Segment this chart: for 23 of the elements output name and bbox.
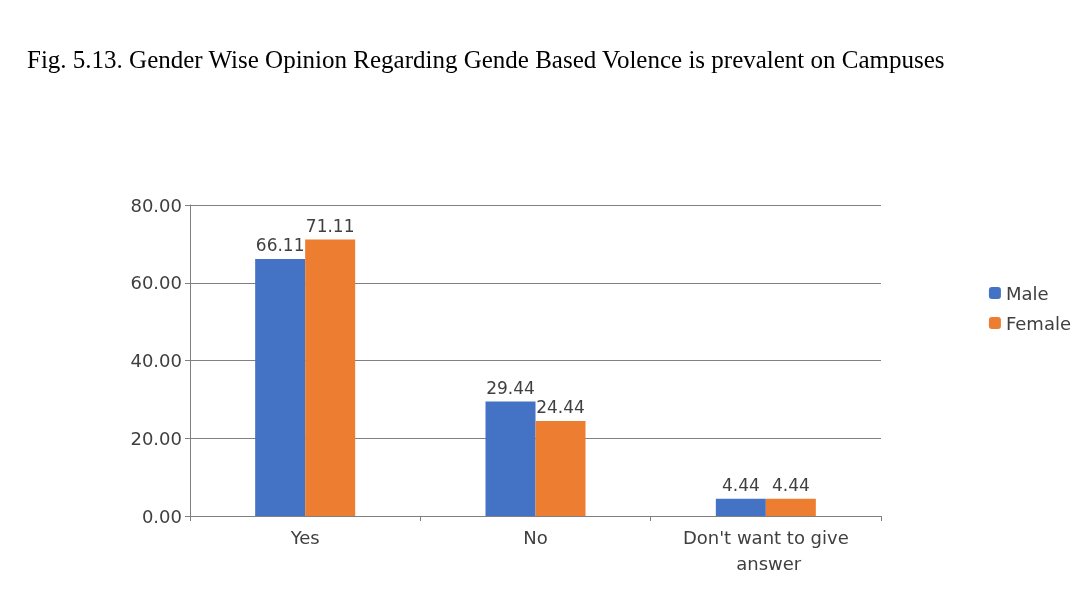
- data-label: 24.44: [536, 397, 585, 418]
- legend-label: Male: [1005, 282, 1049, 304]
- bar: [535, 420, 586, 516]
- y-tick-label: 0.00: [141, 505, 182, 527]
- x-tick-label: Don't want to give answer: [682, 526, 849, 574]
- y-tick-label: 60.00: [130, 272, 182, 294]
- y-tick-label: 40.00: [130, 350, 182, 371]
- data-label: 71.11: [305, 216, 355, 237]
- x-tick-label: Yes: [289, 526, 320, 548]
- data-label: 66.11: [255, 235, 305, 256]
- x-tick-label: No: [523, 526, 548, 548]
- data-label: 4.44: [721, 475, 760, 496]
- bar: [765, 498, 816, 516]
- legend-label: Female: [1005, 312, 1072, 334]
- y-tick-label: 20.00: [130, 427, 182, 449]
- bar: [305, 239, 356, 516]
- y-tick-label: 80.00: [130, 194, 182, 216]
- data-label: 29.44: [486, 378, 535, 399]
- chart-title: Fig. 5.13. Gender Wise Opinion Regarding Gende Based Volence is prevalent on Campuses: [27, 45, 945, 73]
- bar: [715, 498, 766, 516]
- data-label: 4.44: [771, 475, 810, 496]
- bar: [485, 401, 536, 516]
- bar: [255, 259, 306, 516]
